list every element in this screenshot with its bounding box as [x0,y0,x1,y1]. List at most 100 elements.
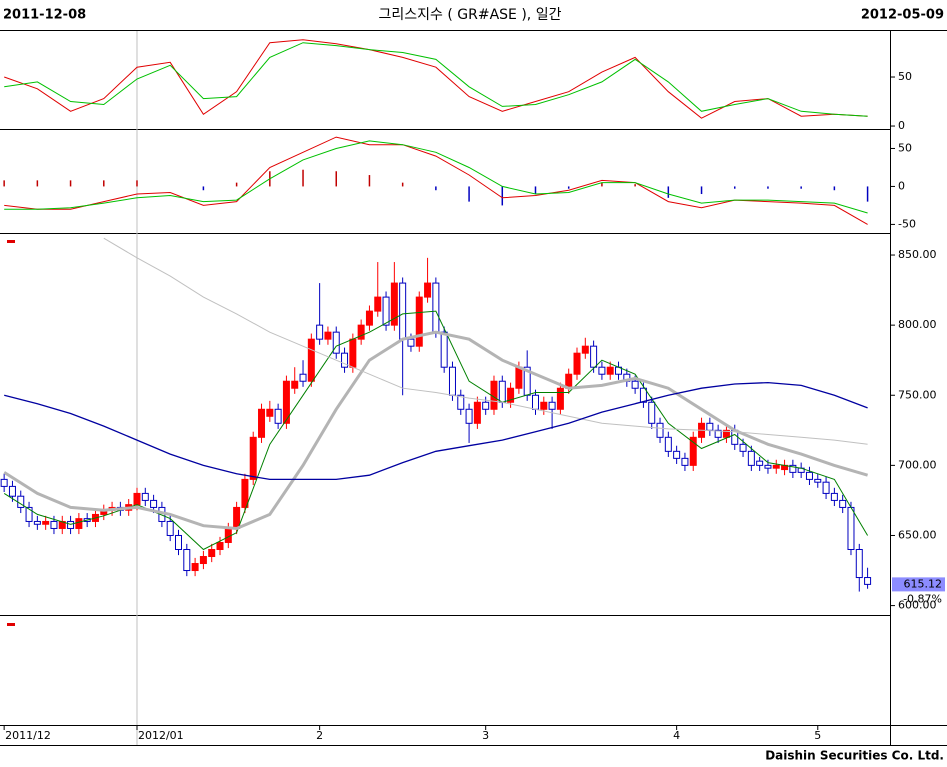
y-tick-label: 50 [898,141,912,154]
x-tick-label: 4 [673,729,680,742]
frame [0,30,947,746]
candle-body [199,556,207,565]
candle-body [581,345,589,354]
candle-body [258,408,266,438]
candle-body [332,331,340,354]
y-tick-label: 800.00 [898,318,937,331]
change-label: -0.87% [903,592,942,605]
candle-body [839,499,847,508]
y-tick-label: -50 [898,217,916,230]
candle-body [25,506,33,522]
y-tick-label: 700.00 [898,458,937,471]
candle-body [216,541,224,550]
candle-body [241,478,249,508]
x-tick-label: 2 [316,729,323,742]
candle-body [282,380,290,424]
x-tick-label: 2012/01 [138,729,184,742]
candle-body [590,345,598,368]
candle-body [266,408,274,417]
candle-body [75,518,83,529]
candle-body [150,499,158,508]
candle-body [739,443,747,452]
candle-body [457,394,465,410]
candle-body [656,422,664,438]
candle-body [805,471,813,480]
y-tick-label: 600.00 [898,599,937,612]
candle-body [747,450,755,466]
panel-marker [7,623,15,626]
candle-body [830,492,838,501]
last-price-label: 615.12 [904,577,943,590]
y-tick-label: 50 [898,70,912,83]
indicator-line [3,330,869,531]
candle-body [208,548,216,558]
candle-body [440,331,448,368]
candle-body [382,296,390,326]
indicator-line [4,381,868,481]
indicator-line [4,42,868,117]
y-tick-label: 750.00 [898,388,937,401]
candle-body [448,366,456,396]
candle-body [482,401,490,410]
candle-body [183,548,191,572]
candle-body [689,436,697,466]
candle-body [531,394,539,410]
candle-body [772,464,780,469]
candle-body [465,408,473,424]
candle-body [233,506,241,529]
panel-marker [7,240,15,243]
candle-body [357,324,365,340]
indicator-line [4,136,868,225]
candle-body [664,436,672,452]
candle-body [540,401,548,410]
chart-title: 그리스지수 ( GR#ASE ), 일간 [379,7,562,23]
candle-body [855,548,863,579]
candle-body [316,324,324,340]
candle-body [67,520,75,529]
candle-body [573,352,581,375]
candle-body [556,387,564,410]
candle-body [133,492,141,506]
candle-body [648,401,656,424]
candle-body [390,282,398,326]
candle-body [639,387,647,403]
candle-body [291,380,299,389]
candle-body [507,387,515,403]
candle-body [399,282,407,340]
candle-body [706,422,714,431]
candle-body [681,457,689,466]
y-tick-label: 650.00 [898,528,937,541]
candle-body [141,492,149,501]
candle-body [789,464,797,473]
candle-body [407,338,415,347]
candle-body [0,478,8,487]
candle-body [191,563,199,572]
candle-body [822,481,830,494]
indicator-line [103,237,868,445]
candle-body [714,429,722,438]
candle-body [349,338,357,368]
candle-body [548,401,556,410]
candle-body [814,478,822,483]
candle-body [473,401,481,424]
candle-body [722,429,730,438]
candle-body [764,464,772,469]
candle-body [307,338,315,382]
indicator-line [4,140,868,214]
end-date: 2012-05-09 [861,8,944,23]
candle-body [42,520,50,525]
candle-body [424,282,432,298]
candle-body [847,506,855,550]
x-tick-label: 3 [482,729,489,742]
candle-body [515,366,523,389]
y-tick-label: 0 [898,119,905,132]
start-date: 2011-12-08 [3,8,86,23]
footer: Daishin Securities Co. Ltd. [765,749,944,763]
candle-body [598,366,606,375]
candle-body [365,310,373,326]
candle-body [33,520,41,525]
candle-body [324,331,332,340]
candle-body [166,520,174,536]
candle-body [415,296,423,347]
